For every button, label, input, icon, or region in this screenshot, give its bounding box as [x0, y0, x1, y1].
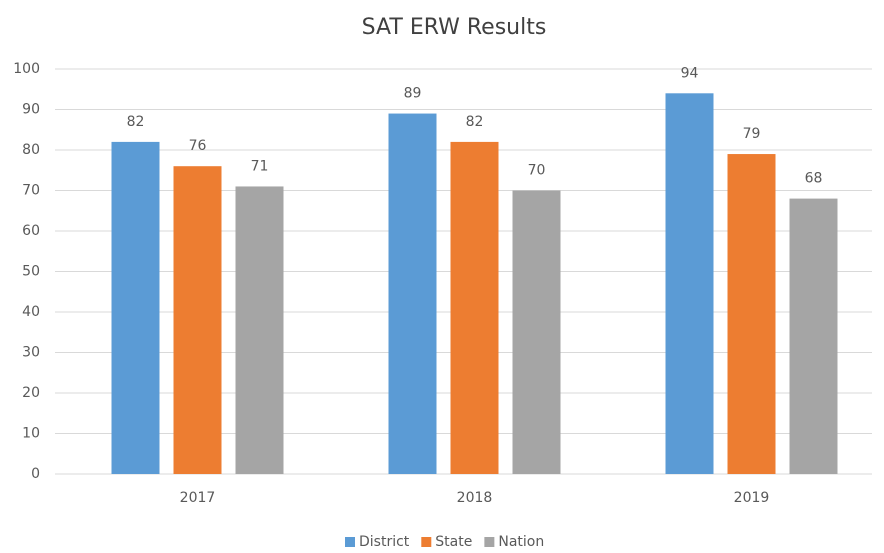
y-tick-label: 60: [22, 223, 40, 239]
y-tick-label: 100: [13, 61, 40, 77]
y-tick-label: 10: [22, 426, 40, 442]
legend-swatch: [421, 537, 432, 547]
bar: [173, 166, 222, 474]
bar: [235, 186, 284, 474]
data-label: 82: [127, 114, 145, 130]
y-tick-label: 20: [22, 385, 40, 401]
bar: [450, 141, 499, 474]
bar: [512, 190, 561, 474]
legend-label: District: [359, 534, 410, 550]
y-tick-label: 80: [22, 142, 40, 158]
y-tick-label: 90: [22, 102, 40, 118]
data-label: 71: [251, 158, 269, 174]
data-label: 82: [466, 114, 484, 130]
data-label: 68: [805, 171, 823, 187]
y-tick-label: 50: [22, 264, 40, 280]
legend-swatch: [484, 537, 495, 547]
y-tick-label: 70: [22, 183, 40, 199]
x-tick-label: 2019: [734, 490, 770, 506]
bar: [727, 154, 776, 475]
bar: [111, 141, 160, 474]
x-tick-label: 2017: [180, 490, 216, 506]
bar: [665, 93, 714, 475]
y-tick-label: 0: [31, 466, 40, 482]
data-label: 70: [528, 163, 546, 179]
y-tick-label: 30: [22, 345, 40, 361]
y-tick-label: 40: [22, 304, 40, 320]
chart-title: SAT ERW Results: [362, 15, 547, 40]
data-label: 89: [404, 86, 422, 102]
bar: [789, 198, 838, 474]
x-tick-label: 2018: [457, 490, 493, 506]
legend-label: Nation: [498, 534, 544, 550]
bar: [388, 113, 437, 475]
legend-label: State: [435, 534, 472, 550]
data-label: 79: [743, 126, 761, 142]
legend-swatch: [345, 537, 355, 547]
data-label: 94: [681, 65, 699, 81]
data-label: 76: [189, 138, 207, 154]
